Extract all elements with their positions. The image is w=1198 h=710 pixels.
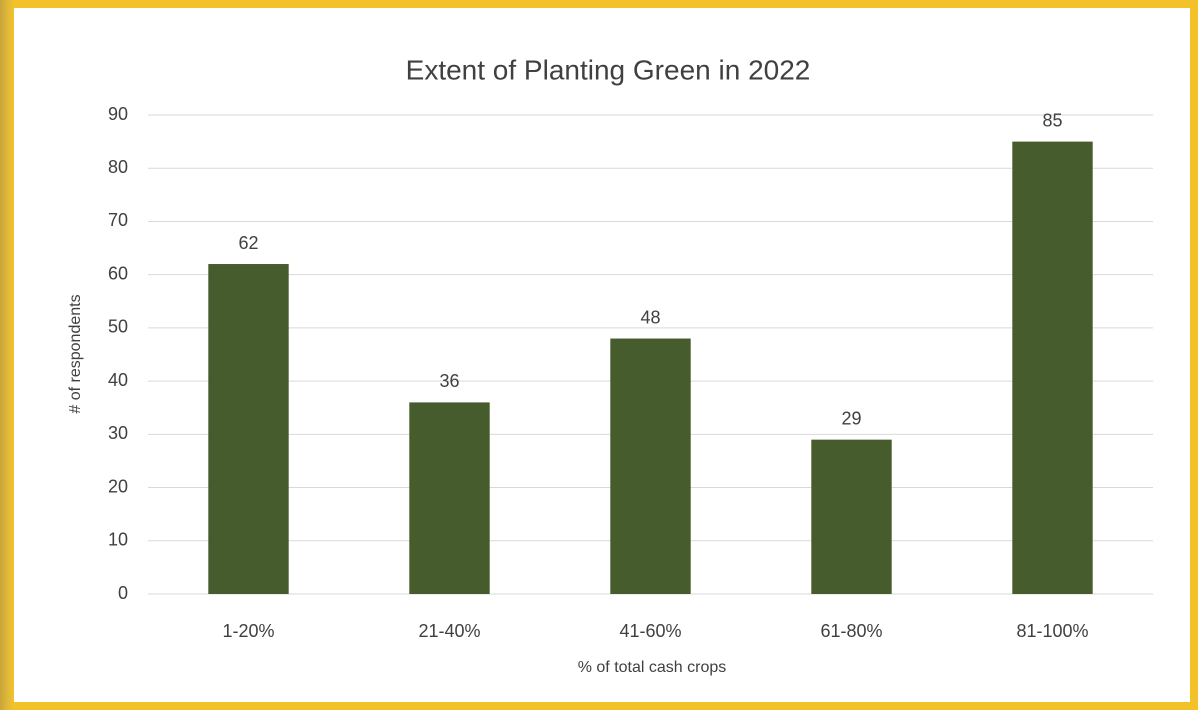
x-axis-label: % of total cash crops (578, 659, 727, 676)
data-label: 85 (1042, 110, 1062, 130)
data-label: 48 (640, 307, 660, 327)
x-tick-label: 81-100% (1016, 621, 1088, 641)
y-tick-label: 50 (108, 317, 128, 337)
x-tick-label: 61-80% (820, 621, 882, 641)
y-tick-label: 60 (108, 263, 128, 283)
x-tick-label: 1-20% (222, 621, 274, 641)
y-tick-label: 90 (108, 104, 128, 124)
bar (811, 439, 892, 594)
bar (208, 264, 289, 594)
x-tick-label: 41-60% (619, 621, 681, 641)
data-label: 36 (439, 371, 459, 391)
bar (610, 338, 691, 594)
y-tick-label: 30 (108, 423, 128, 443)
y-axis-label: # of respondents (67, 294, 84, 413)
y-tick-label: 10 (108, 530, 128, 550)
y-tick-label: 40 (108, 370, 128, 390)
y-tick-label: 20 (108, 476, 128, 496)
x-tick-label: 21-40% (418, 621, 480, 641)
data-label: 62 (238, 233, 258, 253)
data-label: 29 (841, 408, 861, 428)
bar (1012, 141, 1093, 594)
y-tick-label: 0 (118, 583, 128, 603)
y-tick-label: 70 (108, 210, 128, 230)
y-tick-label: 80 (108, 157, 128, 177)
chart: Extent of Planting Green in 2022 % of to… (14, 8, 1190, 702)
chart-title: Extent of Planting Green in 2022 (406, 54, 811, 85)
bar (409, 402, 490, 594)
